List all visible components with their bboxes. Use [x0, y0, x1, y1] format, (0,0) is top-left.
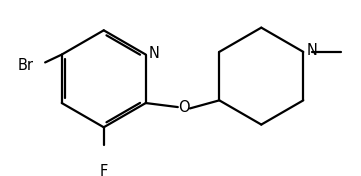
- Text: O: O: [178, 100, 190, 115]
- Text: F: F: [100, 164, 108, 176]
- Text: N: N: [149, 46, 160, 61]
- Text: N: N: [306, 43, 318, 58]
- Text: Br: Br: [17, 58, 34, 73]
